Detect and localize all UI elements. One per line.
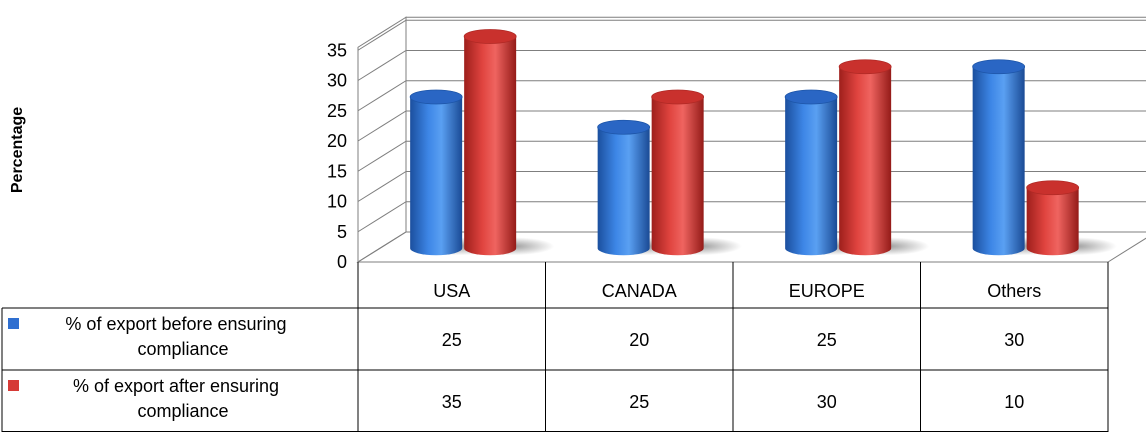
gridline xyxy=(357,19,1146,51)
bar xyxy=(597,119,651,256)
data-table-value: 25 xyxy=(442,330,462,350)
bar-body xyxy=(410,97,463,256)
gridlines xyxy=(357,19,1146,263)
y-axis-ticks: 0 5 10 15 20 25 30 35 xyxy=(327,40,347,272)
bar-top xyxy=(838,59,892,75)
gridline xyxy=(357,80,1146,112)
plot-walls xyxy=(356,16,1146,263)
bar xyxy=(972,59,1026,256)
y-axis-label: Percentage xyxy=(9,107,26,193)
data-table-value: 20 xyxy=(629,330,649,350)
bar xyxy=(409,89,463,256)
y-tick-label: 25 xyxy=(327,101,347,121)
category-label: USA xyxy=(433,281,470,301)
y-tick-label: 0 xyxy=(337,252,347,272)
bar-body xyxy=(785,97,838,256)
category-label: EUROPE xyxy=(789,281,865,301)
y-tick-label: 30 xyxy=(327,71,347,91)
bar-body xyxy=(1026,187,1079,256)
gridline xyxy=(357,171,1146,202)
bar-top xyxy=(1026,180,1080,196)
bar-body xyxy=(597,127,650,256)
data-table-value: 35 xyxy=(442,392,462,412)
bar-body xyxy=(972,66,1025,256)
data-table-value: 25 xyxy=(629,392,649,412)
y-tick-label: 5 xyxy=(337,222,347,242)
legend-label-line: compliance xyxy=(137,401,228,421)
bars xyxy=(409,29,1080,256)
bar-top xyxy=(784,89,838,105)
gridline xyxy=(357,110,1146,142)
data-table-value: 25 xyxy=(817,330,837,350)
bar-top xyxy=(651,89,705,105)
category-label: CANADA xyxy=(602,281,677,301)
gridline xyxy=(357,201,1146,233)
bar-body xyxy=(464,36,517,256)
legend-swatch xyxy=(8,318,19,329)
y-tick-label: 35 xyxy=(327,40,347,60)
bar-body xyxy=(651,97,704,256)
bar-top xyxy=(463,29,517,44)
category-label: Others xyxy=(987,281,1041,301)
side-wall xyxy=(357,16,407,263)
bar xyxy=(838,59,892,256)
data-table-value: 30 xyxy=(1004,330,1024,350)
legend-swatch xyxy=(8,380,19,391)
bar xyxy=(463,29,517,256)
data-table-value: 10 xyxy=(1004,392,1024,412)
bar xyxy=(651,89,705,256)
y-tick-label: 20 xyxy=(327,131,347,151)
bar-top xyxy=(972,59,1026,75)
legend-label-line: compliance xyxy=(137,339,228,359)
bar-body xyxy=(839,66,892,256)
bar xyxy=(1026,180,1080,256)
data-table: USA CANADA EUROPE Others % of export before … xyxy=(1,262,1109,432)
legend-label-line: % of export before ensuring xyxy=(65,314,286,334)
bar xyxy=(784,89,838,256)
legend-label-line: % of export after ensuring xyxy=(73,376,279,396)
legend-label: % of export after ensuring compliance xyxy=(73,376,279,421)
y-tick-label: 15 xyxy=(327,161,347,181)
gridline xyxy=(357,140,1146,172)
bar-top xyxy=(597,119,651,135)
bar-top xyxy=(409,89,463,105)
legend-label: % of export before ensuring compliance xyxy=(65,314,286,359)
data-table-value: 30 xyxy=(817,392,837,412)
gridline xyxy=(357,231,1146,263)
gridline xyxy=(357,50,1146,81)
y-tick-label: 10 xyxy=(327,192,347,212)
